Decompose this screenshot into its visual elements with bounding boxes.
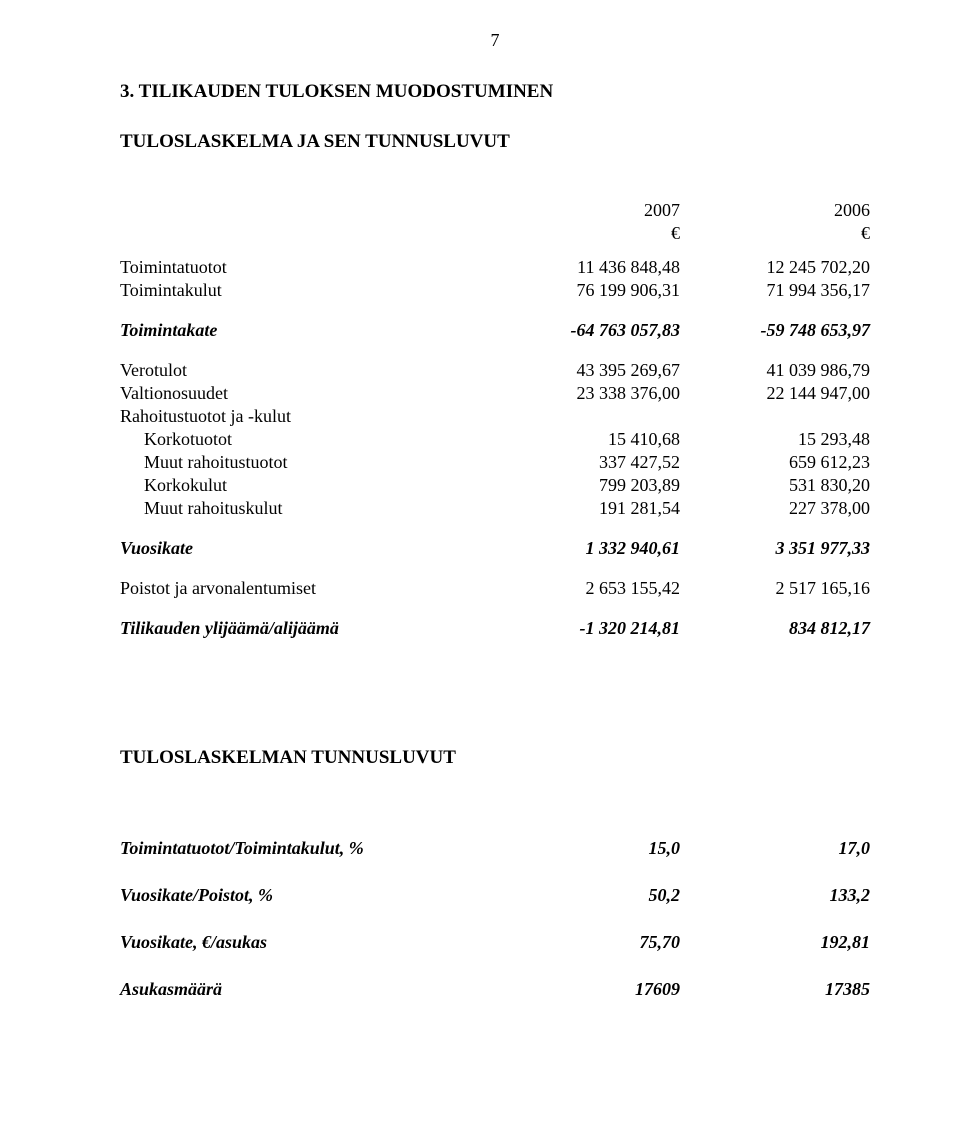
row-value: 191 281,54 bbox=[490, 497, 680, 520]
row-value: 1 332 940,61 bbox=[490, 520, 680, 577]
row-value: 12 245 702,20 bbox=[680, 256, 870, 279]
row-value: 43 395 269,67 bbox=[490, 359, 680, 382]
row-label: Muut rahoitustuotot bbox=[120, 451, 490, 474]
table-row: Valtionosuudet 23 338 376,00 22 144 947,… bbox=[120, 382, 870, 405]
table-row: Korkokulut 799 203,89 531 830,20 bbox=[120, 474, 870, 497]
row-value: -64 763 057,83 bbox=[490, 302, 680, 359]
row-label: Korkotuotot bbox=[120, 428, 490, 451]
row-value: 15 410,68 bbox=[490, 428, 680, 451]
row-value: 11 436 848,48 bbox=[490, 256, 680, 279]
row-label: Asukasmäärä bbox=[120, 978, 490, 1001]
income-statement-table: 2007 2006 € € Toimintatuotot 11 436 848,… bbox=[120, 199, 870, 657]
table-row: Toimintatuotot 11 436 848,48 12 245 702,… bbox=[120, 256, 870, 279]
row-value: 192,81 bbox=[680, 931, 870, 954]
table-row: Verotulot 43 395 269,67 41 039 986,79 bbox=[120, 359, 870, 382]
currency-2: € bbox=[680, 222, 870, 256]
row-label: Toimintatuotot bbox=[120, 256, 490, 279]
section-heading: 3. TILIKAUDEN TULOKSEN MUODOSTUMINEN bbox=[120, 81, 870, 103]
currency-1: € bbox=[490, 222, 680, 256]
row-value: 50,2 bbox=[490, 884, 680, 907]
page-number: 7 bbox=[120, 30, 870, 51]
row-label: Verotulot bbox=[120, 359, 490, 382]
row-value: 133,2 bbox=[680, 884, 870, 907]
table-row: Muut rahoitustuotot 337 427,52 659 612,2… bbox=[120, 451, 870, 474]
row-label: Muut rahoituskulut bbox=[120, 497, 490, 520]
row-value: 71 994 356,17 bbox=[680, 279, 870, 302]
row-value: 41 039 986,79 bbox=[680, 359, 870, 382]
table-row: Toimintakulut 76 199 906,31 71 994 356,1… bbox=[120, 279, 870, 302]
row-value: 659 612,23 bbox=[680, 451, 870, 474]
year-col-1: 2007 bbox=[490, 199, 680, 222]
row-value: 17,0 bbox=[680, 837, 870, 860]
page: 7 3. TILIKAUDEN TULOKSEN MUODOSTUMINEN T… bbox=[0, 0, 960, 1147]
row-label: Vuosikate bbox=[120, 520, 490, 577]
table-row: Toimintakate -64 763 057,83 -59 748 653,… bbox=[120, 302, 870, 359]
row-value: 75,70 bbox=[490, 931, 680, 954]
row-value: 23 338 376,00 bbox=[490, 382, 680, 405]
row-value: 15 293,48 bbox=[680, 428, 870, 451]
row-label: Vuosikate, €/asukas bbox=[120, 931, 490, 954]
table-row: 2007 2006 bbox=[120, 199, 870, 222]
row-label: Rahoitustuotot ja -kulut bbox=[120, 405, 490, 428]
table-row: Vuosikate/Poistot, % 50,2 133,2 bbox=[120, 884, 870, 907]
row-value: 3 351 977,33 bbox=[680, 520, 870, 577]
table-row: € € bbox=[120, 222, 870, 256]
table-row: Toimintatuotot/Toimintakulut, % 15,0 17,… bbox=[120, 837, 870, 860]
table-row: Poistot ja arvonalentumiset 2 653 155,42… bbox=[120, 577, 870, 600]
row-label: Poistot ja arvonalentumiset bbox=[120, 577, 490, 600]
table-row: Rahoitustuotot ja -kulut bbox=[120, 405, 870, 428]
row-label: Tilikauden ylijäämä/alijäämä bbox=[120, 600, 490, 657]
sub-heading: TULOSLASKELMA JA SEN TUNNUSLUVUT bbox=[120, 131, 870, 153]
row-value: 2 653 155,42 bbox=[490, 577, 680, 600]
row-value: 22 144 947,00 bbox=[680, 382, 870, 405]
year-col-2: 2006 bbox=[680, 199, 870, 222]
row-value: 834 812,17 bbox=[680, 600, 870, 657]
metrics-table: Toimintatuotot/Toimintakulut, % 15,0 17,… bbox=[120, 837, 870, 1001]
row-value: 17385 bbox=[680, 978, 870, 1001]
table-row: Asukasmäärä 17609 17385 bbox=[120, 978, 870, 1001]
row-label: Vuosikate/Poistot, % bbox=[120, 884, 490, 907]
row-label: Toimintatuotot/Toimintakulut, % bbox=[120, 837, 490, 860]
metrics-heading: TULOSLASKELMAN TUNNUSLUVUT bbox=[120, 747, 870, 769]
row-label: Toimintakulut bbox=[120, 279, 490, 302]
row-value: 2 517 165,16 bbox=[680, 577, 870, 600]
table-row: Vuosikate 1 332 940,61 3 351 977,33 bbox=[120, 520, 870, 577]
row-value: 76 199 906,31 bbox=[490, 279, 680, 302]
table-row: Muut rahoituskulut 191 281,54 227 378,00 bbox=[120, 497, 870, 520]
row-value: 799 203,89 bbox=[490, 474, 680, 497]
row-value: -1 320 214,81 bbox=[490, 600, 680, 657]
row-label: Valtionosuudet bbox=[120, 382, 490, 405]
table-row: Korkotuotot 15 410,68 15 293,48 bbox=[120, 428, 870, 451]
row-label: Toimintakate bbox=[120, 302, 490, 359]
row-value: 227 378,00 bbox=[680, 497, 870, 520]
row-value: 15,0 bbox=[490, 837, 680, 860]
row-value: 531 830,20 bbox=[680, 474, 870, 497]
row-label: Korkokulut bbox=[120, 474, 490, 497]
row-value: 337 427,52 bbox=[490, 451, 680, 474]
table-row: Tilikauden ylijäämä/alijäämä -1 320 214,… bbox=[120, 600, 870, 657]
table-row: Vuosikate, €/asukas 75,70 192,81 bbox=[120, 931, 870, 954]
row-value: -59 748 653,97 bbox=[680, 302, 870, 359]
row-value: 17609 bbox=[490, 978, 680, 1001]
